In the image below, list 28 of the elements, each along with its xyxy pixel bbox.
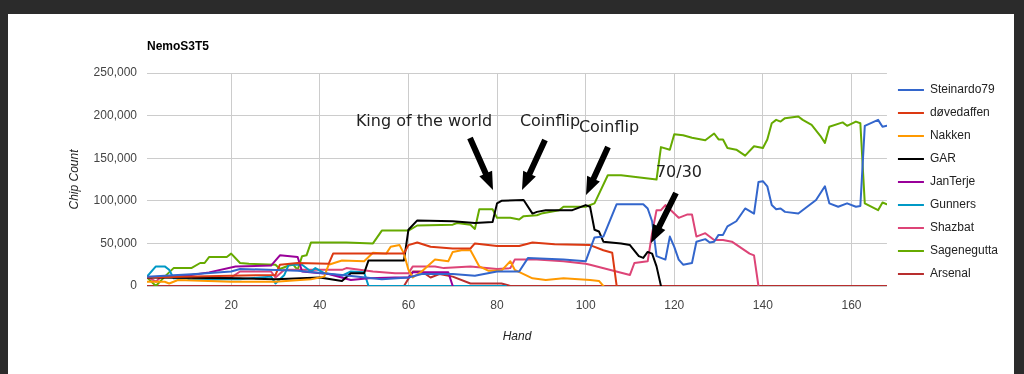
y-tick-label: 250,000 <box>93 65 138 80</box>
y-tick-label: 100,000 <box>93 193 138 208</box>
legend-label: GAR <box>929 151 957 166</box>
y-tick-label: 50,000 <box>100 235 138 250</box>
legend-label: Nakken <box>929 128 971 143</box>
annotation: King of the world <box>355 111 493 130</box>
legend-label: Steinardo79 <box>929 82 995 97</box>
legend-label: Sagenegutta <box>929 243 999 258</box>
x-tick-label: 60 <box>401 297 416 312</box>
x-tick-label: 120 <box>664 297 685 312</box>
y-axis-title: Chip Count <box>66 148 81 210</box>
x-axis-title: Hand <box>502 329 532 344</box>
x-tick-label: 80 <box>490 297 505 312</box>
x-tick-label: 140 <box>752 297 774 312</box>
annotation: Coinflip <box>519 111 581 130</box>
x-tick-label: 40 <box>313 297 327 312</box>
legend-label: Shazbat <box>929 220 975 235</box>
legend-label: JanTerje <box>929 174 976 189</box>
legend-label: døvedaffen <box>929 105 990 120</box>
x-tick-label: 20 <box>224 297 239 312</box>
x-tick-label: 100 <box>575 297 596 312</box>
legend-label: Arsenal <box>929 266 971 281</box>
y-tick-label: 200,000 <box>93 107 138 122</box>
x-tick-label: 160 <box>841 297 862 312</box>
y-tick-label: 0 <box>130 278 138 293</box>
legend-label: Gunners <box>929 197 976 212</box>
y-tick-label: 150,000 <box>93 150 138 165</box>
chart-title: NemoS3T5 <box>147 39 210 53</box>
